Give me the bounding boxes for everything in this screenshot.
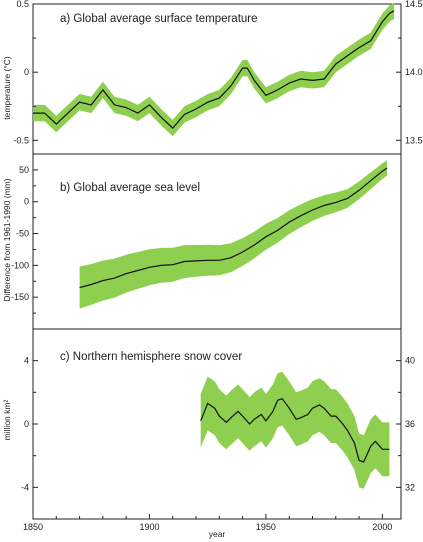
x-tick-label: 2000 xyxy=(372,522,392,532)
y-tick-label: -50 xyxy=(16,229,29,239)
x-axis-ticks: 1850 1900 1950 2000 xyxy=(23,514,392,532)
panel-b-line xyxy=(79,167,388,289)
x-tick-label: 1950 xyxy=(256,522,276,532)
panel-a-right-ticks: 13.5 14.0 14.5 xyxy=(396,0,423,145)
panel-c-ylabel: million km² xyxy=(2,400,12,441)
panel-a: -0.5 0 0.5 13.5 14.0 14.5 a) Global average … xyxy=(2,0,423,145)
right-tick-label: 14.5 xyxy=(405,0,423,9)
y-tick-label: 0 xyxy=(24,419,29,429)
y-tick-label: -0.5 xyxy=(13,135,29,145)
panel-c-right-ticks: 32 36 40 xyxy=(396,328,415,520)
panel-c-band xyxy=(200,371,390,489)
x-tick-label: 1900 xyxy=(139,522,159,532)
panel-a-left-ticks: -0.5 0 0.5 xyxy=(13,0,38,145)
panel-b: -150 -100 -50 0 50 b) Global average sea lev… xyxy=(2,153,388,314)
panel-a-band xyxy=(33,2,394,137)
panel-b-title: b) Global average sea level xyxy=(60,182,200,194)
y-tick-label: 0.5 xyxy=(16,0,29,9)
panel-a-ylabel: temperature (°C) xyxy=(2,56,12,120)
figure-frame xyxy=(32,3,402,520)
panel-c-title: c) Northern hemisphere snow cover xyxy=(60,351,242,363)
x-axis-label: year xyxy=(209,529,226,539)
y-tick-label: 0 xyxy=(24,197,29,207)
panel-c: -4 0 4 32 36 40 c) Northern hemisphere snow … xyxy=(2,328,415,520)
panel-b-ylabel: Difference from 1961-1990 (mm) xyxy=(2,178,12,301)
right-tick-label: 40 xyxy=(405,356,415,366)
y-tick-label: -150 xyxy=(11,292,29,302)
right-tick-label: 13.5 xyxy=(405,135,423,145)
y-tick-label: 50 xyxy=(19,165,29,175)
right-tick-label: 32 xyxy=(405,482,415,492)
right-tick-label: 36 xyxy=(405,419,415,429)
y-tick-label: -4 xyxy=(21,482,29,492)
panel-b-band xyxy=(79,160,387,309)
x-tick-label: 1850 xyxy=(23,522,43,532)
panel-a-title: a) Global average surface temperature xyxy=(60,13,258,25)
panel-c-left-ticks: -4 0 4 xyxy=(21,328,38,520)
right-tick-label: 14.0 xyxy=(405,67,423,77)
panel-c-line xyxy=(200,397,390,463)
y-tick-label: 4 xyxy=(24,356,29,366)
panel-a-line xyxy=(33,10,395,129)
panel-b-left-ticks: -150 -100 -50 0 50 xyxy=(11,153,38,314)
y-tick-label: 0 xyxy=(24,67,29,77)
y-tick-label: -100 xyxy=(11,260,29,270)
